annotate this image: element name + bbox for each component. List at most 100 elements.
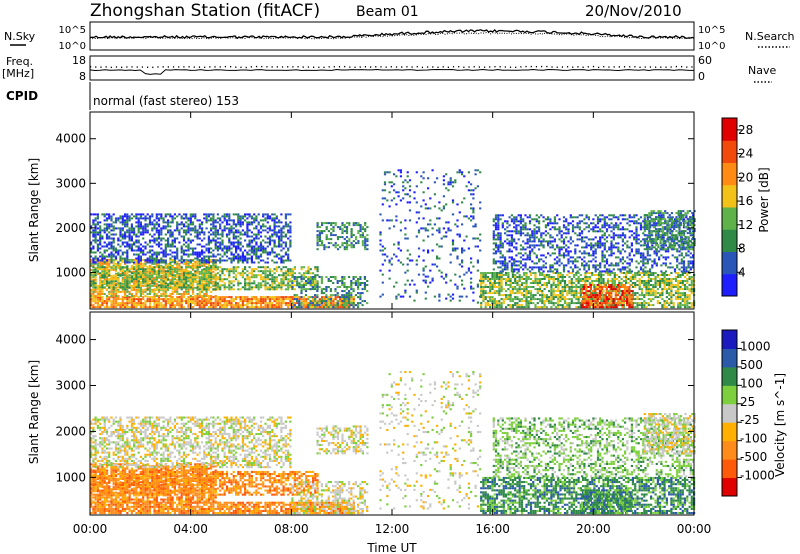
heatmap-cell <box>424 265 427 268</box>
heatmap-cell <box>479 207 482 210</box>
heatmap-cell <box>221 239 224 242</box>
heatmap-cell <box>139 255 142 258</box>
heatmap-cell <box>237 241 240 244</box>
heatmap-cell <box>395 295 398 298</box>
heatmap-cell <box>133 295 136 297</box>
heatmap-cell <box>90 231 93 234</box>
heatmap-cell <box>266 251 269 254</box>
heatmap-cell <box>189 217 192 220</box>
heatmap-cell <box>232 298 235 301</box>
heatmap-cell <box>302 302 306 305</box>
heatmap-cell <box>180 298 183 301</box>
heatmap-cell <box>250 304 253 307</box>
heatmap-cell <box>259 231 263 234</box>
heatmap-cell <box>498 300 501 303</box>
heatmap-cell <box>128 233 131 236</box>
heatmap-cell <box>257 223 260 226</box>
heatmap-cell <box>185 241 188 244</box>
heatmap-cell <box>408 253 412 256</box>
heatmap-cell <box>495 282 499 284</box>
heatmap-cell <box>124 257 127 260</box>
heatmap-cell <box>99 229 102 232</box>
heatmap-cell <box>235 296 238 299</box>
heatmap-cell <box>291 270 294 273</box>
heatmap-cell <box>128 261 131 264</box>
heatmap-cell <box>329 290 332 293</box>
heatmap-cell <box>284 233 287 236</box>
heatmap-cell <box>404 283 407 286</box>
heatmap-cell <box>235 245 238 248</box>
heatmap-cell <box>207 278 210 281</box>
heatmap-cell <box>194 225 197 228</box>
heatmap-cell <box>550 292 553 295</box>
heatmap-cell <box>348 290 351 293</box>
heatmap-cell <box>534 274 537 276</box>
heatmap-cell <box>205 276 208 279</box>
heatmap-cell <box>470 193 473 196</box>
heatmap-cell <box>445 273 448 276</box>
heatmap-cell <box>442 207 445 210</box>
heatmap-cell <box>117 272 120 275</box>
heatmap-cell <box>350 244 353 247</box>
heatmap-cell <box>304 288 308 291</box>
heatmap-cell <box>228 280 231 283</box>
heatmap-cell <box>307 304 310 307</box>
heatmap-cell <box>359 282 362 284</box>
heatmap-cell <box>99 280 102 283</box>
heatmap-cell <box>489 288 492 291</box>
heatmap-cell <box>509 294 512 297</box>
heatmap-cell <box>552 282 555 284</box>
heatmap-cell <box>130 296 133 299</box>
heatmap-cell <box>255 300 258 303</box>
heatmap-cell <box>144 217 147 220</box>
heatmap-cell <box>167 282 170 285</box>
heatmap-cell <box>253 249 256 252</box>
heatmap-cell <box>239 249 242 252</box>
heatmap-cell <box>572 276 576 278</box>
heatmap-cell <box>588 306 591 309</box>
heatmap-cell <box>629 278 632 280</box>
heatmap-cell <box>507 272 510 274</box>
heatmap-cell <box>191 264 195 267</box>
heatmap-cell <box>523 300 526 303</box>
heatmap-cell <box>216 302 219 305</box>
heatmap-cell <box>103 278 106 281</box>
heatmap-cell <box>364 222 367 225</box>
heatmap-cell <box>584 274 587 276</box>
heatmap-cell <box>99 266 102 269</box>
heatmap-cell <box>273 213 276 216</box>
heatmap-cell <box>259 249 263 252</box>
heatmap-cell <box>223 253 226 256</box>
heatmap-cell <box>205 270 208 273</box>
heatmap-cell <box>280 243 283 246</box>
heatmap-cell <box>449 181 452 184</box>
heatmap-cell <box>230 241 233 244</box>
heatmap-cell <box>112 241 115 244</box>
heatmap-cell <box>157 261 161 264</box>
heatmap-cell <box>480 272 483 274</box>
heatmap-cell <box>90 293 93 295</box>
heatmap-cell <box>153 282 156 285</box>
heatmap-cell <box>264 306 267 309</box>
heatmap-cell <box>253 306 256 309</box>
heatmap-cell <box>110 261 113 264</box>
heatmap-cell <box>509 282 512 284</box>
heatmap-cell <box>259 304 263 307</box>
station-title: Zhongshan Station (fitACF) <box>90 1 320 21</box>
heatmap-cell <box>214 306 217 309</box>
heatmap-cell <box>214 274 217 277</box>
heatmap-cell <box>634 286 637 288</box>
heatmap-cell <box>463 197 466 200</box>
heatmap-cell <box>148 219 152 222</box>
heatmap-cell <box>352 296 355 299</box>
heatmap-cell <box>541 290 544 293</box>
heatmap-cell <box>244 249 247 252</box>
heatmap-cell <box>155 227 158 230</box>
heatmap-cell <box>604 294 607 297</box>
heatmap-cell <box>359 230 362 233</box>
heatmap-cell <box>205 266 208 269</box>
heatmap-cell <box>214 221 217 224</box>
heatmap-cell <box>250 282 253 285</box>
heatmap-cell <box>268 215 272 218</box>
heatmap-cell <box>554 296 557 299</box>
